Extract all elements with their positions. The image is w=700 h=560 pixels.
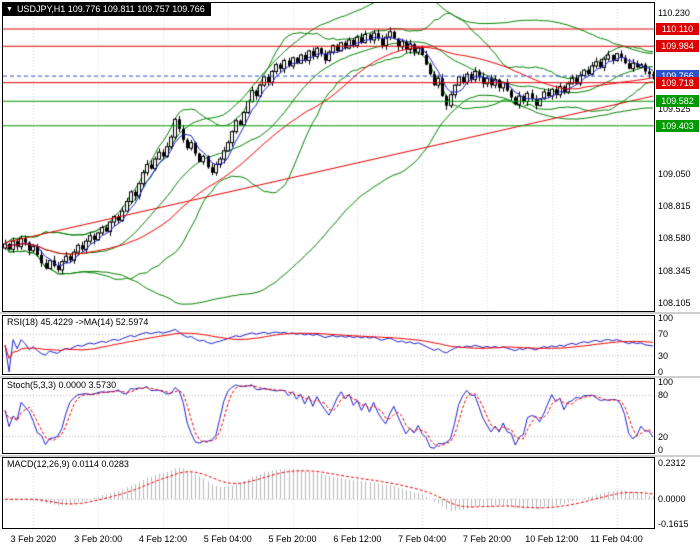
price-tick: 109.050	[658, 169, 691, 180]
price-tick: 110.230	[658, 7, 690, 18]
price-tick: 20	[658, 431, 669, 442]
panel-splitter[interactable]	[0, 312, 700, 314]
stochastic-indicator-panel: Stoch(5,3,3) 0.0000 3.5730	[2, 378, 655, 454]
price-tick: 0.0000	[658, 494, 686, 505]
time-label: 11 Feb 04:00	[590, 534, 643, 544]
price-tick: 100	[658, 376, 674, 387]
rsi-canvas[interactable]	[3, 316, 654, 374]
price-level-label: 109.984	[656, 40, 699, 53]
panel-splitter[interactable]	[0, 455, 700, 457]
symbol-info-box: ▼ USDJPY,H1 109.776 109.811 109.757 109.…	[3, 3, 211, 16]
price-tick: -0.1615	[658, 519, 689, 530]
time-label: 3 Feb 20:00	[74, 534, 123, 544]
time-label: 7 Feb 04:00	[398, 534, 447, 544]
time-axis[interactable]: 3 Feb 2020 3 Feb 20:00 4 Feb 12:00 5 Feb 04…	[0, 529, 700, 560]
time-label: 10 Feb 12:00	[525, 534, 579, 544]
stochastic-canvas[interactable]	[3, 379, 654, 453]
price-tick: 30	[658, 350, 669, 361]
price-axis[interactable]: 110.230 109.525 109.050 108.815 108.580 108.3…	[656, 0, 700, 532]
price-level-label: 109.582	[656, 95, 699, 108]
time-label: 5 Feb 20:00	[268, 534, 317, 544]
macd-indicator-panel: MACD(12,26,9) 0.0114 0.0283	[2, 457, 655, 529]
price-tick: 0.2312	[658, 458, 686, 469]
chart-dropdown-icon[interactable]: ▼	[6, 6, 13, 13]
price-tick: 0	[658, 445, 664, 456]
symbol-ohlc-label: USDJPY,H1 109.776 109.811 109.757 109.76…	[16, 4, 205, 14]
stochastic-label: Stoch(5,3,3) 0.0000 3.5730	[7, 380, 117, 390]
macd-canvas[interactable]	[3, 458, 654, 528]
price-level-label: 109.718	[656, 76, 699, 89]
price-tick: 108.345	[658, 265, 691, 276]
price-tick: 108.105	[658, 298, 691, 309]
price-level-label: 109.403	[656, 119, 699, 132]
time-label: 3 Feb 2020	[10, 534, 57, 544]
panel-splitter[interactable]	[0, 376, 700, 378]
price-chart-panel: ▼ USDJPY,H1 109.776 109.811 109.757 109.…	[2, 2, 655, 312]
price-tick: 100	[658, 313, 674, 324]
time-label: 6 Feb 12:00	[333, 534, 382, 544]
time-label: 5 Feb 04:00	[203, 534, 252, 544]
price-tick: 70	[658, 329, 669, 340]
time-label: 4 Feb 12:00	[138, 534, 187, 544]
time-label: 7 Feb 20:00	[462, 534, 511, 544]
macd-label: MACD(12,26,9) 0.0114 0.0283	[7, 459, 129, 469]
price-level-label: 110.110	[656, 23, 699, 35]
price-tick: 108.580	[658, 233, 691, 244]
rsi-indicator-panel: RSI(18) 45.4229 ->MA(14) 52.5974	[2, 315, 655, 375]
price-tick: 109.525	[658, 104, 691, 115]
rsi-label: RSI(18) 45.4229 ->MA(14) 52.5974	[7, 317, 149, 327]
price-chart-canvas[interactable]	[3, 3, 654, 311]
price-tick: 0	[658, 366, 664, 377]
price-tick: 80	[658, 390, 669, 401]
price-tick: 108.815	[658, 201, 691, 212]
